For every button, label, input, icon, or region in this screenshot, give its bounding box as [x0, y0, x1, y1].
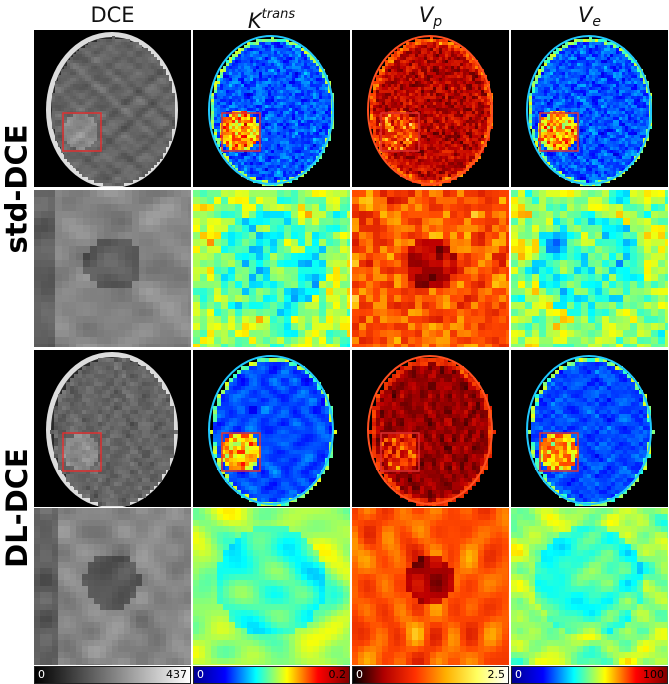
dl-vp-roi-zoom-image [352, 508, 509, 665]
std-ve-roi-zoom-image [511, 190, 668, 347]
row-label-std-dce: std-DCE [0, 124, 34, 254]
colorbar-vp: 0 2.5 [352, 666, 509, 684]
dl-dce-brain-image [34, 350, 191, 507]
colorbar-min-label: 0 [197, 668, 204, 681]
column-header-dce: DCE [90, 3, 135, 27]
std-dce-brain-image [34, 30, 191, 187]
colorbar-max-label: 0.2 [328, 668, 347, 681]
colorbar-min-label: 0 [515, 668, 522, 681]
dl-ktrans-brain-image [193, 350, 350, 507]
colorbar-min-label: 0 [356, 668, 363, 681]
column-header-vp: Vp [418, 3, 443, 30]
std-vp-roi-zoom-image [352, 190, 509, 347]
colorbar-max-label: 2.5 [487, 668, 506, 681]
dl-vp-brain-image [352, 350, 509, 507]
std-ktrans-roi-zoom-image [193, 190, 350, 347]
colorbar-ve: 0 100 [511, 666, 668, 684]
colorbar-max-label: 437 [166, 668, 187, 681]
std-ve-brain-image [511, 30, 668, 187]
std-ktrans-brain-image [193, 30, 350, 187]
colorbar-min-label: 0 [38, 668, 45, 681]
colorbar-ktrans: 0 0.2 [193, 666, 350, 684]
dl-dce-roi-zoom-image [34, 508, 191, 665]
colorbar-max-label: 100 [643, 668, 664, 681]
dl-ve-brain-image [511, 350, 668, 507]
row-label-dl-dce: DL-DCE [0, 448, 35, 568]
column-header-ktrans: Ktrans [247, 7, 296, 33]
column-header-ve: Ve [578, 3, 601, 30]
dl-ve-roi-zoom-image [511, 508, 668, 665]
colorbar-dce: 0 437 [34, 666, 191, 684]
std-vp-brain-image [352, 30, 509, 187]
std-dce-roi-zoom-image [34, 190, 191, 347]
dl-ktrans-roi-zoom-image [193, 508, 350, 665]
